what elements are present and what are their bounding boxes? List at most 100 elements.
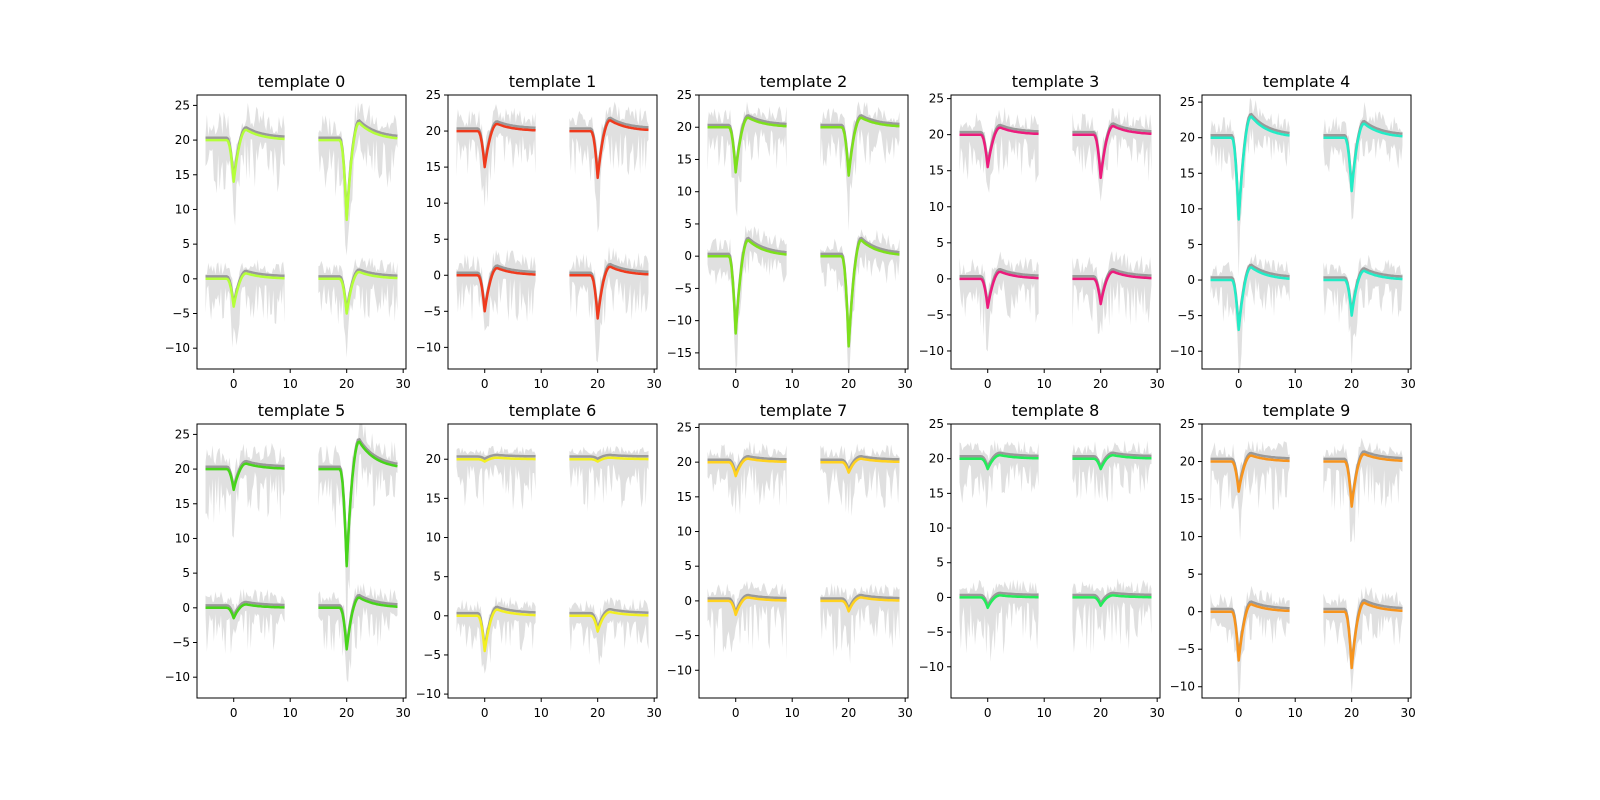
y-tick-label: 25 <box>175 98 190 112</box>
mean-trace <box>205 126 285 180</box>
y-tick-label: 15 <box>1180 492 1195 506</box>
envelope-band <box>205 588 285 654</box>
y-tick-label: −10 <box>1170 680 1195 694</box>
mean-trace <box>959 591 1039 609</box>
x-tick-label: 20 <box>590 377 605 391</box>
axes-frame <box>1201 94 1412 370</box>
panel-title: template 9 <box>1263 401 1351 420</box>
panel-title: template 6 <box>509 401 597 420</box>
x-tick-label: 10 <box>283 706 298 720</box>
template-trace <box>205 462 285 492</box>
mean-trace <box>820 593 900 613</box>
template-panel: −10 −5 0 5 10 15 20 25 0 10 20 30 template 5 <box>165 401 411 720</box>
y-tick-label: 20 <box>426 452 441 466</box>
x-tick-label: 30 <box>647 706 662 720</box>
template-trace <box>318 440 398 568</box>
panel-title: template 8 <box>1012 401 1100 420</box>
y-tick-label: 10 <box>175 531 190 545</box>
y-tick-label: 0 <box>433 609 441 623</box>
x-tick-label: 20 <box>339 706 354 720</box>
template-trace <box>569 265 649 320</box>
y-tick-label: 15 <box>426 491 441 505</box>
y-tick-label: 5 <box>1187 237 1195 251</box>
mean-trace <box>318 593 398 648</box>
envelope-band <box>1072 251 1152 334</box>
template-trace <box>959 270 1039 309</box>
envelope-band <box>820 443 900 517</box>
y-tick-label: −10 <box>165 341 190 355</box>
envelope-band <box>205 443 285 538</box>
x-tick-label: 10 <box>283 377 298 391</box>
y-tick-label: 0 <box>936 590 944 604</box>
y-tick-label: 25 <box>929 92 944 106</box>
mean-trace <box>1072 122 1152 176</box>
template-panel: −10 −5 0 5 10 15 20 25 0 10 20 30 template 4 <box>1170 72 1416 391</box>
mean-trace <box>1072 591 1152 606</box>
template-trace <box>1210 454 1290 493</box>
y-tick-label: 20 <box>175 133 190 147</box>
axes-frame <box>447 94 658 370</box>
y-tick-label: −15 <box>667 346 692 360</box>
y-tick-label: 25 <box>1180 95 1195 109</box>
envelope-band <box>959 579 1039 662</box>
envelope-band <box>1072 578 1152 654</box>
panel-title: template 4 <box>1263 72 1351 91</box>
envelope-band <box>569 597 649 666</box>
template-trace <box>959 594 1039 610</box>
x-tick-label: 20 <box>841 706 856 720</box>
y-tick-label: 10 <box>929 521 944 535</box>
envelope-band <box>569 101 649 233</box>
y-tick-label: −10 <box>416 687 441 701</box>
x-tick-label: 0 <box>481 706 489 720</box>
template-trace <box>1210 266 1290 332</box>
template-trace <box>707 116 787 174</box>
y-tick-label: 15 <box>929 486 944 500</box>
mean-trace <box>318 437 398 564</box>
x-tick-label: 10 <box>1288 377 1303 391</box>
mean-trace <box>820 455 900 474</box>
mean-trace <box>1210 112 1290 218</box>
envelope-band <box>456 249 536 331</box>
x-tick-label: 10 <box>785 377 800 391</box>
y-tick-label: 10 <box>677 185 692 199</box>
y-tick-label: 10 <box>426 531 441 545</box>
template-trace <box>1323 601 1403 670</box>
envelope-band <box>820 583 900 664</box>
x-tick-label: 20 <box>339 377 354 391</box>
envelope-band <box>959 439 1039 509</box>
template-trace <box>820 239 900 348</box>
mean-trace <box>820 114 900 174</box>
panel-title: template 5 <box>258 401 346 420</box>
template-trace <box>205 128 285 183</box>
y-tick-label: 0 <box>433 268 441 282</box>
mean-trace <box>1210 263 1290 328</box>
y-tick-label: 5 <box>433 232 441 246</box>
template-trace <box>1072 124 1152 180</box>
mean-trace <box>707 236 787 332</box>
plot-area <box>959 439 1152 662</box>
axes-frame <box>196 423 407 699</box>
template-trace <box>205 603 285 620</box>
x-tick-label: 0 <box>732 377 740 391</box>
envelope-band <box>569 445 649 512</box>
y-tick-label: 0 <box>182 272 190 286</box>
mean-trace <box>707 593 787 617</box>
template-trace <box>1210 115 1290 221</box>
envelope-band <box>1210 585 1290 698</box>
y-tick-label: −10 <box>416 340 441 354</box>
envelope-band <box>205 102 285 226</box>
y-tick-label: −5 <box>926 625 944 639</box>
plot-area <box>456 101 649 363</box>
envelope-band <box>707 441 787 515</box>
x-tick-label: 0 <box>1235 706 1243 720</box>
y-tick-label: 0 <box>182 601 190 615</box>
envelope-band <box>959 107 1039 193</box>
y-tick-label: 5 <box>433 570 441 584</box>
y-tick-label: 0 <box>684 249 692 263</box>
plot-area <box>707 441 900 664</box>
x-tick-label: 20 <box>590 706 605 720</box>
x-tick-label: 0 <box>481 377 489 391</box>
template-trace <box>569 119 649 180</box>
panel-title: template 3 <box>1012 72 1100 91</box>
axes-frame <box>698 423 909 699</box>
